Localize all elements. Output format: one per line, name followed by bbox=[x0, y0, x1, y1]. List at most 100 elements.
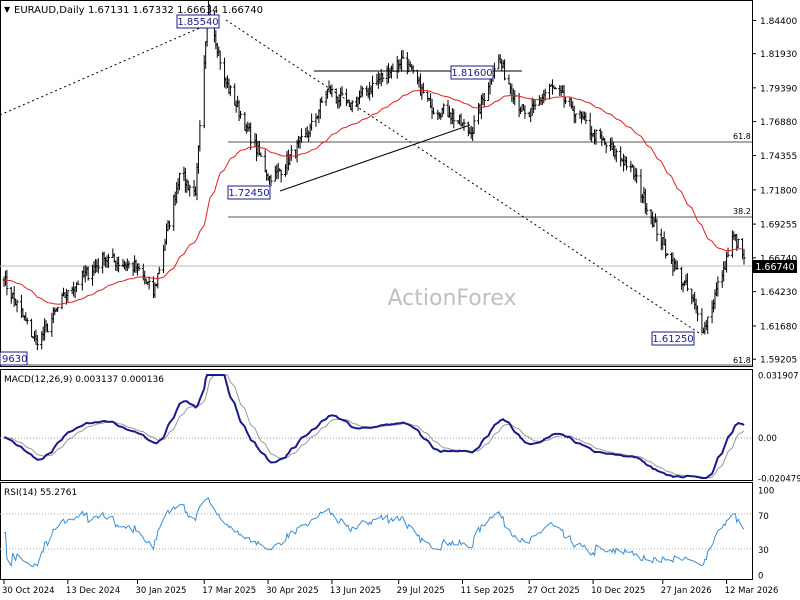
price-bar bbox=[25, 317, 29, 325]
price-bar bbox=[269, 174, 273, 187]
price-bar bbox=[742, 249, 746, 265]
price-bar bbox=[76, 280, 80, 285]
price-bar bbox=[726, 247, 730, 258]
price-bar bbox=[604, 142, 608, 154]
price-bar bbox=[533, 99, 537, 110]
macd-y-tick-label: 0.031907 bbox=[758, 371, 799, 381]
macd-line bbox=[3, 374, 745, 479]
price-bar bbox=[553, 86, 557, 90]
price-bar bbox=[685, 273, 689, 292]
macd-y-axis: 0.031907 0.00 -0.020479 bbox=[758, 371, 800, 484]
price-bar bbox=[340, 86, 344, 97]
price-bar bbox=[503, 59, 507, 81]
price-bar bbox=[452, 108, 456, 129]
price-bar bbox=[178, 172, 182, 191]
price-bar bbox=[523, 105, 527, 119]
price-bar bbox=[706, 316, 710, 335]
current-price-text: 1.66740 bbox=[755, 262, 794, 273]
price-bar bbox=[157, 266, 161, 275]
level-box-1-61250: 1.61250 bbox=[651, 331, 695, 346]
macd-y-tick-label: -0.020479 bbox=[758, 474, 800, 484]
x-tick-label: 30 Apr 2025 bbox=[266, 586, 319, 596]
price-bar bbox=[86, 266, 90, 281]
price-y-tick-label: 1.69255 bbox=[760, 221, 797, 231]
level-text-1-85540: 1.85540 bbox=[177, 17, 218, 28]
fib-label-61-8-lower: 61.8 bbox=[733, 356, 751, 365]
price-bar bbox=[66, 290, 70, 302]
price-bar bbox=[574, 113, 578, 124]
rsi-panel-frame bbox=[0, 482, 753, 580]
x-tick-label: 27 Jan 2026 bbox=[661, 586, 712, 596]
price-bar bbox=[96, 258, 100, 274]
price-bar bbox=[320, 96, 324, 103]
level-box-1-85540: 1.85540 bbox=[176, 14, 220, 29]
level-text-1-61250: 1.61250 bbox=[652, 334, 693, 345]
level-box-1-81600: 1.81600 bbox=[450, 65, 494, 80]
x-tick-label: 29 Jul 2025 bbox=[397, 586, 445, 596]
price-bar bbox=[15, 299, 19, 313]
x-tick-label: 30 Jan 2025 bbox=[135, 586, 186, 596]
price-bar bbox=[371, 75, 375, 98]
chart-menu-icon[interactable]: ▼ bbox=[4, 5, 11, 14]
watermark: ActionForex bbox=[388, 286, 517, 311]
price-bar bbox=[259, 152, 263, 157]
level-box-1-72450: 1.72450 bbox=[227, 185, 271, 200]
price-bar bbox=[736, 238, 740, 248]
price-bar bbox=[584, 112, 588, 124]
rsi-y-tick-label: 70 bbox=[758, 512, 769, 522]
price-bar bbox=[310, 113, 314, 131]
moving-average-line bbox=[3, 89, 745, 305]
price-y-tick-label: 1.76880 bbox=[760, 118, 797, 128]
x-tick-label: 30 Oct 2024 bbox=[2, 586, 55, 596]
price-bar bbox=[401, 49, 405, 59]
price-bar bbox=[635, 168, 639, 184]
x-tick-label: 10 Dec 2025 bbox=[591, 586, 645, 596]
x-tick-label: 17 Mar 2025 bbox=[202, 586, 256, 596]
rsi-y-tick-label: 30 bbox=[758, 546, 769, 556]
dotted-trendline-down bbox=[225, 19, 703, 336]
price-bar bbox=[127, 260, 131, 269]
level-text-1-72450: 1.72450 bbox=[228, 188, 269, 199]
price-bar bbox=[462, 118, 466, 131]
price-y-tick-label: 1.74355 bbox=[760, 152, 797, 162]
current-price-tag: 1.66740 bbox=[753, 260, 797, 273]
symbol-label: EURAUD,Daily bbox=[14, 5, 85, 16]
level-box-1-59630: 9630 bbox=[0, 351, 28, 366]
price-y-tick-label: 1.79390 bbox=[760, 84, 797, 94]
price-bar bbox=[350, 100, 354, 113]
price-bar bbox=[46, 323, 50, 333]
price-bar bbox=[188, 184, 192, 197]
price-bar bbox=[228, 85, 232, 97]
price-bar bbox=[411, 65, 415, 74]
price-y-tick-label: 1.84400 bbox=[760, 17, 797, 27]
solid-trendline-support bbox=[279, 124, 471, 192]
price-bar bbox=[421, 82, 425, 94]
price-bars bbox=[2, 0, 746, 351]
price-bar bbox=[299, 128, 303, 143]
price-y-tick-label: 1.81930 bbox=[760, 50, 797, 60]
price-bar bbox=[35, 334, 39, 351]
price-panel-frame bbox=[0, 0, 753, 367]
price-bar bbox=[482, 92, 486, 108]
price-bar bbox=[249, 122, 253, 150]
rsi-line bbox=[4, 497, 745, 568]
price-bar bbox=[218, 50, 222, 70]
price-bar bbox=[614, 148, 618, 163]
rsi-y-tick-label: 0 bbox=[758, 572, 763, 582]
x-tick-label: 27 Oct 2025 bbox=[527, 586, 580, 596]
price-bar bbox=[198, 120, 202, 152]
price-bar bbox=[239, 110, 243, 119]
rsi-y-axis: 100 70 30 0 bbox=[758, 487, 774, 582]
price-y-axis: 1.84400 1.81930 1.79390 1.76880 1.74355 1.718… bbox=[752, 17, 797, 366]
price-bar bbox=[472, 115, 476, 135]
price-y-tick-label: 1.64230 bbox=[760, 288, 797, 298]
price-y-tick-label: 1.71800 bbox=[760, 186, 797, 196]
price-y-tick-label: 1.59205 bbox=[760, 356, 797, 366]
rsi-y-tick-label: 100 bbox=[758, 487, 774, 497]
x-tick-label: 13 Jun 2025 bbox=[330, 586, 381, 596]
price-bar bbox=[624, 156, 628, 171]
price-bar bbox=[655, 218, 659, 242]
price-bar bbox=[381, 72, 385, 83]
macd-label: MACD(12,26,9) 0.003137 0.000136 bbox=[4, 375, 164, 385]
